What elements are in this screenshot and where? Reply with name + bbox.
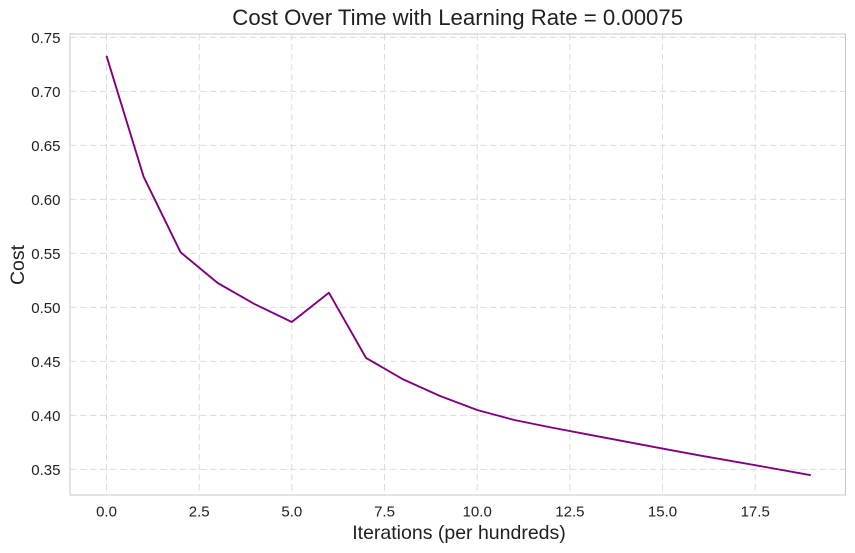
svg-text:0.40: 0.40 xyxy=(31,408,60,425)
svg-text:Iterations (per hundreds): Iterations (per hundreds) xyxy=(352,522,566,544)
svg-text:17.5: 17.5 xyxy=(741,504,770,521)
svg-text:Cost: Cost xyxy=(7,244,29,285)
svg-text:5.0: 5.0 xyxy=(281,504,302,521)
svg-text:2.5: 2.5 xyxy=(189,504,210,521)
svg-text:0.75: 0.75 xyxy=(31,30,60,47)
svg-text:0.50: 0.50 xyxy=(31,300,60,317)
svg-text:0.35: 0.35 xyxy=(31,462,60,479)
svg-text:0.45: 0.45 xyxy=(31,354,60,371)
svg-text:0.65: 0.65 xyxy=(31,138,60,155)
svg-text:Cost Over Time with Learning R: Cost Over Time with Learning Rate = 0.00… xyxy=(232,5,683,30)
svg-text:7.5: 7.5 xyxy=(374,504,395,521)
svg-text:0.55: 0.55 xyxy=(31,246,60,263)
svg-text:10.0: 10.0 xyxy=(463,504,492,521)
svg-text:0.60: 0.60 xyxy=(31,192,60,209)
svg-text:0.70: 0.70 xyxy=(31,84,60,101)
svg-text:12.5: 12.5 xyxy=(555,504,584,521)
svg-text:0.0: 0.0 xyxy=(96,504,117,521)
svg-text:15.0: 15.0 xyxy=(648,504,677,521)
